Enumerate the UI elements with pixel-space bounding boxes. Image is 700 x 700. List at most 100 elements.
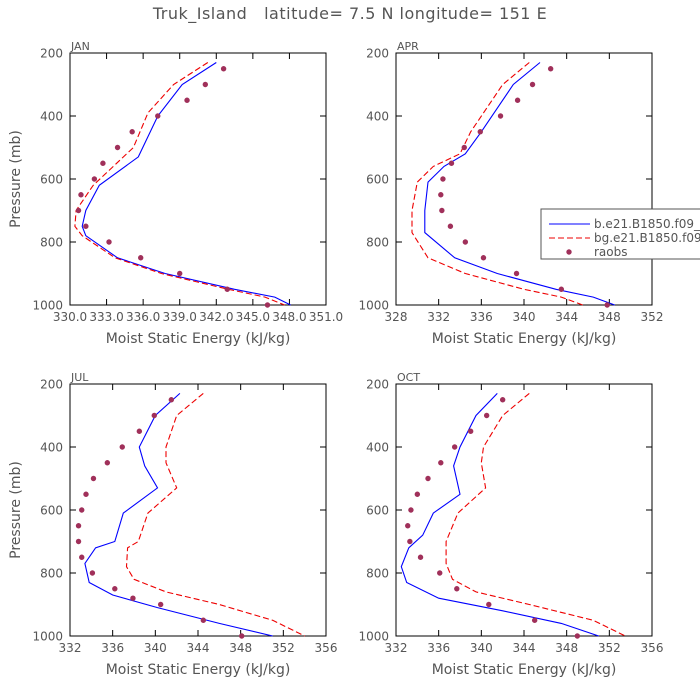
- raobs-point: [477, 129, 483, 135]
- raobs-point: [414, 491, 421, 497]
- x-tick-label: 336: [101, 641, 124, 655]
- y-axis-title: Pressure (mb): [8, 461, 24, 559]
- legend-entry: raobs: [594, 245, 628, 259]
- raobs-point: [75, 523, 82, 529]
- y-tick-label: 200: [40, 378, 63, 392]
- raobs-point: [157, 601, 164, 608]
- x-tick-label: 356: [315, 641, 338, 655]
- raobs-point: [91, 176, 98, 182]
- raobs-point: [407, 538, 413, 545]
- x-axis-title: Moist Static Energy (kJ/kg): [106, 662, 291, 678]
- y-tick-label: 1000: [358, 630, 389, 644]
- raobs-point: [104, 460, 111, 466]
- raobs-point: [184, 97, 190, 103]
- raobs-point: [168, 397, 175, 403]
- y-tick-label: 1000: [32, 630, 63, 644]
- raobs-point: [438, 460, 444, 466]
- raobs-point: [177, 270, 183, 277]
- series-line-2: [411, 62, 583, 306]
- x-tick-label: 352: [272, 641, 295, 655]
- raobs-point: [112, 586, 118, 592]
- raobs-point: [75, 207, 82, 214]
- y-tick-label: 1000: [358, 299, 389, 313]
- raobs-point: [75, 538, 82, 545]
- x-tick-label: 348: [598, 310, 621, 324]
- raobs-point: [447, 223, 454, 229]
- raobs-point: [119, 444, 125, 450]
- series-line-2: [445, 392, 626, 637]
- y-tick-label: 800: [366, 236, 389, 250]
- x-tick-label: 356: [641, 641, 664, 655]
- x-tick-label: 336: [470, 310, 493, 324]
- raobs-point: [78, 192, 84, 198]
- panel-label: OCT: [397, 371, 420, 384]
- raobs-point: [239, 633, 245, 639]
- raobs-point: [136, 428, 143, 434]
- x-tick-label: 345.0: [236, 310, 270, 324]
- raobs-point: [497, 113, 504, 119]
- panel-jul: JUL 332 336 340 344 348 352 356 200 400 600 800 1000…: [8, 371, 337, 678]
- y-axis-title: Pressure (mb): [8, 130, 24, 228]
- x-tick-label: 332: [385, 641, 408, 655]
- raobs-point: [151, 412, 157, 419]
- plot-frame: [395, 383, 653, 637]
- series-line-2: [125, 392, 305, 637]
- panel-jan: JAN 330.0 333.0 336.0 339.0 342.0 345.0 348.0 35…: [8, 40, 343, 347]
- raobs-point: [202, 81, 209, 88]
- x-tick-label: 340: [144, 641, 167, 655]
- raobs-point: [451, 444, 458, 450]
- y-tick-label: 200: [366, 378, 389, 392]
- y-tick-label: 600: [366, 173, 389, 187]
- x-tick-label: 330.0: [53, 310, 87, 324]
- x-tick-label: 348.0: [272, 310, 306, 324]
- raobs-point: [224, 286, 230, 292]
- raobs-point: [514, 97, 521, 103]
- x-tick-label: 348: [229, 641, 252, 655]
- y-tick-label: 600: [366, 504, 389, 518]
- x-axis-title: Moist Static Energy (kJ/kg): [106, 331, 291, 347]
- y-tick-label: 400: [366, 110, 389, 124]
- plot-frame: [395, 52, 653, 306]
- y-tick-label: 800: [366, 567, 389, 581]
- raobs-point: [448, 160, 455, 166]
- raobs-point: [155, 113, 161, 119]
- series-line-2: [74, 62, 285, 306]
- raobs-point: [439, 207, 445, 214]
- raobs-point: [114, 144, 121, 151]
- raobs-point: [106, 239, 112, 245]
- raobs-point: [440, 176, 446, 182]
- y-tick-label: 400: [366, 441, 389, 455]
- raobs-point: [547, 66, 554, 72]
- raobs-point: [79, 507, 85, 513]
- y-tick-label: 200: [40, 47, 63, 61]
- panel-apr: APR 328 332 336 340 344 348 352 200 400 600 800 1000…: [358, 40, 663, 347]
- y-tick-label: 600: [40, 173, 63, 187]
- raobs-point: [129, 129, 135, 135]
- raobs-point: [558, 286, 565, 292]
- x-tick-label: 352: [598, 641, 621, 655]
- raobs-point: [130, 595, 136, 601]
- x-tick-label: 340: [470, 641, 493, 655]
- y-tick-label: 800: [40, 236, 63, 250]
- raobs-point: [529, 81, 536, 88]
- x-tick-label: 344: [555, 310, 578, 324]
- x-tick-label: 332: [427, 310, 450, 324]
- raobs-point: [408, 507, 414, 513]
- raobs-point: [83, 223, 89, 229]
- x-tick-label: 336: [427, 641, 450, 655]
- raobs-point: [499, 397, 506, 403]
- raobs-point: [480, 255, 487, 261]
- raobs-point: [100, 160, 106, 166]
- raobs-point: [405, 523, 411, 529]
- x-tick-label: 333.0: [89, 310, 123, 324]
- y-tick-label: 200: [366, 47, 389, 61]
- x-tick-label: 336.0: [126, 310, 160, 324]
- raobs-point: [89, 570, 96, 576]
- x-tick-label: 352: [641, 310, 664, 324]
- y-tick-label: 800: [40, 567, 63, 581]
- panel-oct: OCT 332 336 340 344 348 352 356 200 400 600 800 1000…: [358, 371, 663, 678]
- x-tick-label: 342.0: [199, 310, 233, 324]
- series-line-1: [400, 393, 599, 637]
